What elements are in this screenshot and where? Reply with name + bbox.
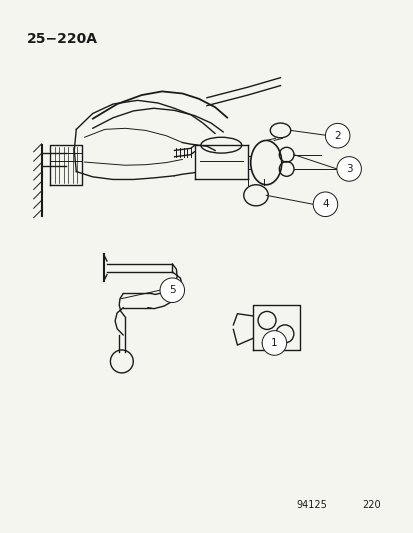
Text: 1: 1 xyxy=(271,338,277,348)
Circle shape xyxy=(261,330,286,356)
Text: 2: 2 xyxy=(334,131,340,141)
Circle shape xyxy=(160,278,184,303)
Text: 94125: 94125 xyxy=(296,500,327,510)
Text: 220: 220 xyxy=(361,500,380,510)
Text: 3: 3 xyxy=(345,164,351,174)
Circle shape xyxy=(313,192,337,216)
Circle shape xyxy=(336,157,361,181)
Text: 5: 5 xyxy=(169,285,175,295)
Circle shape xyxy=(325,124,349,148)
Text: 25−220A: 25−220A xyxy=(27,32,98,46)
Text: 4: 4 xyxy=(321,199,328,209)
